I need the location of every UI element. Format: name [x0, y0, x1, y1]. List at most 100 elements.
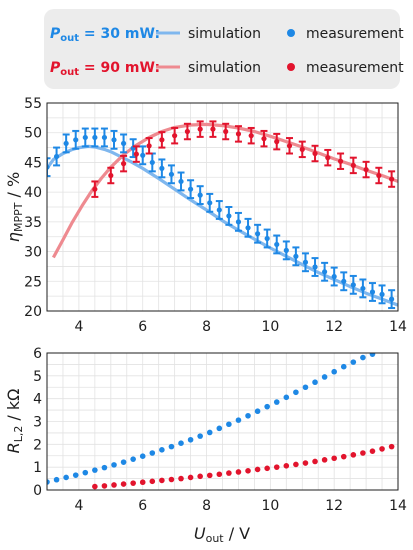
resistance-point-90mw — [149, 478, 156, 485]
legend-condition-text: = 30 mW: — [79, 26, 160, 42]
efficiency-y-tick-label: 45 — [24, 155, 42, 171]
resistance-point-90mw — [245, 468, 251, 474]
efficiency-x-tick-label: 12 — [325, 319, 343, 335]
legend-subscript: out — [60, 67, 79, 78]
measurement-point-90mw — [159, 137, 165, 143]
resistance-point-30mw — [369, 353, 376, 357]
resistance-point-30mw — [283, 394, 290, 401]
resistance-point-30mw — [63, 474, 69, 481]
resistance-y-tick-label: 3 — [33, 415, 42, 431]
legend-condition-text: = 90 mW: — [79, 60, 160, 76]
measurement-point-30mw — [140, 152, 146, 158]
measurement-point-30mw — [369, 289, 376, 295]
measurement-point-90mw — [363, 166, 369, 173]
legend-box — [44, 9, 400, 89]
measurement-point-90mw — [389, 176, 395, 182]
measurement-point-90mw — [312, 150, 318, 157]
measurement-point-30mw — [360, 285, 366, 292]
resistance-point-30mw — [350, 359, 357, 365]
resistance-point-30mw — [360, 354, 366, 361]
resistance-point-30mw — [226, 421, 232, 428]
measurement-point-90mw — [223, 128, 229, 135]
resistance-point-90mw — [130, 480, 136, 486]
legend-measurement-marker-30mw — [287, 29, 295, 37]
measurement-point-30mw — [379, 291, 385, 297]
measurement-point-30mw — [159, 165, 165, 171]
measurement-point-30mw — [207, 200, 213, 206]
efficiency-x-tick-label: 4 — [74, 319, 83, 335]
resistance-y-tick-label: 0 — [33, 483, 42, 499]
resistance-point-90mw — [331, 455, 337, 462]
measurement-point-90mw — [261, 136, 267, 142]
resistance-point-30mw — [331, 368, 337, 375]
resistance-point-30mw — [130, 456, 136, 462]
measurement-point-30mw — [235, 219, 242, 225]
resistance-point-90mw — [235, 469, 242, 475]
measurement-point-30mw — [293, 253, 299, 259]
resistance-point-90mw — [168, 476, 175, 483]
resistance-point-90mw — [293, 461, 299, 468]
measurement-point-90mw — [376, 172, 382, 179]
resistance-point-30mw — [111, 462, 117, 468]
measurement-point-30mw — [63, 140, 69, 147]
measurement-point-30mw — [120, 140, 127, 147]
resistance-point-90mw — [187, 474, 194, 481]
efficiency-x-tick-label: 8 — [202, 319, 211, 335]
efficiency-y-axis-label: ηMPPT / % — [4, 172, 25, 242]
resistance-point-90mw — [283, 462, 290, 469]
resistance-point-90mw — [120, 481, 127, 487]
resistance-point-30mw — [92, 467, 98, 473]
measurement-point-90mw — [274, 139, 280, 145]
resistance-point-30mw — [264, 403, 270, 410]
legend-symbol: P — [50, 26, 61, 42]
legend-measurement-label-30mw: measurement — [306, 26, 404, 42]
resistance-point-30mw — [53, 476, 60, 483]
resistance-y-tick-label: 2 — [33, 437, 42, 453]
measurement-point-90mw — [120, 161, 127, 167]
efficiency-marks — [47, 120, 398, 310]
resistance-x-tick-label: 8 — [202, 498, 211, 514]
y-axis-subscript: MPPT — [12, 202, 25, 232]
measurement-point-30mw — [283, 247, 289, 253]
resistance-x-tick-label: 10 — [261, 498, 279, 514]
efficiency-series-group — [47, 120, 398, 310]
resistance-point-30mw — [245, 412, 251, 419]
measurement-point-90mw — [108, 172, 114, 179]
resistance-x-tick-label: 6 — [138, 498, 147, 514]
resistance-point-90mw — [139, 479, 146, 486]
y-axis-symbol: η — [4, 232, 23, 242]
resistance-point-30mw — [149, 450, 156, 456]
measurement-point-90mw — [210, 126, 216, 132]
efficiency-y-ticks: 20 25 30 35 40 45 50 55 — [24, 96, 42, 320]
efficiency-plot-frame — [46, 102, 399, 312]
measurement-point-90mw — [133, 151, 139, 157]
measurement-point-30mw — [312, 264, 318, 270]
resistance-y-tick-label: 5 — [33, 369, 42, 385]
resistance-point-30mw — [273, 399, 280, 405]
resistance-y-axis-label: RL,2 / kΩ — [4, 389, 25, 454]
resistance-point-90mw — [226, 470, 232, 476]
legend-simulation-label-90mw: simulation — [188, 60, 261, 76]
measurement-point-30mw — [92, 134, 98, 141]
measurement-point-30mw — [245, 225, 251, 231]
measurement-point-30mw — [197, 192, 203, 198]
y-axis-unit: / kΩ — [4, 389, 23, 426]
resistance-point-30mw — [82, 469, 89, 476]
resistance-point-30mw — [340, 363, 347, 370]
measurement-point-90mw — [350, 162, 356, 168]
resistance-point-90mw — [360, 450, 366, 456]
resistance-point-90mw — [312, 458, 318, 465]
measurement-point-30mw — [350, 282, 356, 288]
resistance-point-90mw — [206, 472, 213, 479]
efficiency-y-tick-label: 35 — [24, 215, 42, 231]
measurement-point-90mw — [235, 131, 242, 137]
measurement-point-30mw — [187, 186, 194, 192]
resistance-y-tick-label: 4 — [33, 392, 42, 408]
resistance-point-90mw — [388, 443, 395, 450]
resistance-point-30mw — [216, 425, 223, 432]
measurement-point-30mw — [389, 296, 395, 302]
resistance-y-tick-label: 1 — [33, 460, 42, 476]
efficiency-x-ticks: 4 6 8 10 12 14 — [74, 319, 407, 335]
